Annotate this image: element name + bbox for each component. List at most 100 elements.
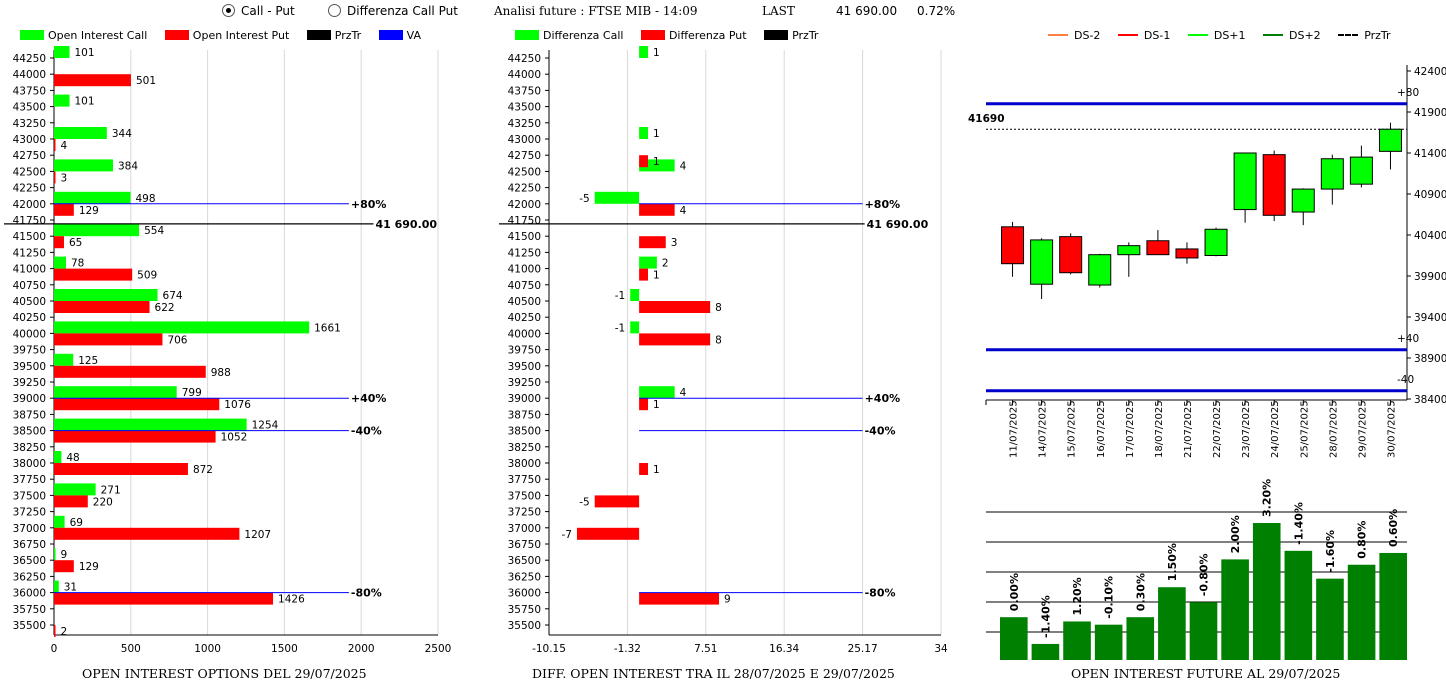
strike-label: 40500: [13, 296, 46, 308]
strike-label: 43000: [13, 134, 46, 146]
value-label: 1207: [244, 529, 271, 541]
value-label: 1: [653, 399, 660, 411]
legend-item: DS-1: [1117, 29, 1170, 42]
call-diff-bar: [630, 289, 640, 301]
value-label: 101: [75, 47, 95, 59]
put-bar: [54, 592, 274, 605]
legend-swatch: [20, 30, 44, 40]
value-label: 65: [69, 237, 82, 249]
put-bar: [54, 333, 163, 346]
candle: [1088, 254, 1112, 286]
oi-bar-label: 0.00%: [1008, 573, 1021, 611]
strike-label: 36000: [508, 588, 541, 600]
radio-differenza[interactable]: Differenza Call Put: [328, 4, 458, 18]
radio-unselected-icon[interactable]: [328, 4, 341, 17]
value-label: 344: [112, 128, 132, 140]
oi-bar-label: -0.80%: [1198, 553, 1211, 596]
strike-label: 41250: [508, 247, 541, 259]
put-bar: [54, 74, 131, 87]
value-label: 988: [211, 367, 231, 379]
band-label: +40: [1397, 333, 1419, 345]
oi-bar: [1252, 523, 1281, 660]
legend-future: DS-2 DS-1 DS+1 DS+2 PrzTr: [1048, 29, 1405, 42]
strike-label: 39750: [508, 345, 541, 357]
put-diff-bar: [639, 301, 711, 313]
call-bar: [54, 548, 56, 561]
x-tick-label: 25.17: [848, 643, 878, 655]
strike-label: 40250: [13, 312, 46, 324]
x-tick-label: 0: [51, 643, 58, 655]
put-diff-bar: [594, 495, 640, 508]
strike-label: 36500: [13, 555, 46, 567]
value-label: -7: [561, 529, 571, 541]
strike-label: 37750: [13, 474, 46, 486]
call-bar: [54, 353, 74, 366]
candle-date-label: 24/07/2025: [1270, 400, 1281, 458]
legend-line: [1048, 34, 1068, 36]
call-bar: [54, 191, 131, 204]
oi-bar-label: -1.40%: [1039, 595, 1052, 638]
value-label: 220: [93, 496, 113, 508]
legend-swatch: [378, 30, 403, 40]
legend-item: Differenza Put: [640, 29, 747, 42]
strike-label: 35500: [13, 620, 46, 632]
call-bar: [54, 127, 107, 139]
value-label: 509: [137, 270, 157, 282]
strike-label: 43500: [508, 102, 541, 114]
oi-bar-label: 0.60%: [1387, 509, 1400, 547]
value-label: 129: [79, 205, 99, 217]
value-label: 48: [66, 452, 79, 464]
oi-bar: [1189, 602, 1218, 660]
call-bar: [54, 386, 177, 399]
footer-diff: DIFF. OPEN INTEREST TRA IL 28/07/2025 E …: [532, 666, 895, 681]
candle-y-label: 38900: [1414, 353, 1446, 365]
strike-label: 43250: [13, 118, 46, 130]
put-bar: [54, 527, 240, 540]
value-label: 101: [75, 96, 95, 108]
candle-y-label: 41900: [1414, 107, 1446, 119]
analysis-title: Analisi future : FTSE MIB - 14:09: [494, 4, 698, 18]
strike-label: 42500: [13, 166, 46, 178]
radio-selected-icon[interactable]: [222, 4, 235, 17]
candle-y-label: 42400: [1414, 66, 1446, 78]
strike-label: 43500: [13, 102, 46, 114]
legend-item: PrzTr: [1338, 29, 1391, 42]
put-bar: [54, 236, 64, 249]
strike-label: 41000: [508, 264, 541, 276]
candle-date-label: 23/07/2025: [1241, 400, 1252, 458]
put-diff-bar: [576, 527, 640, 540]
call-bar: [54, 159, 113, 172]
value-label: 78: [71, 258, 84, 270]
strike-label: 39250: [13, 377, 46, 389]
value-label: 1: [653, 47, 660, 59]
oi-bar-label: 3.20%: [1261, 479, 1274, 517]
oi-bar: [1379, 552, 1407, 660]
candle: [1059, 236, 1083, 274]
footer-oi: OPEN INTEREST OPTIONS DEL 29/07/2025: [82, 666, 367, 681]
put-bar: [54, 171, 56, 184]
candle-date-label: 30/07/2025: [1386, 400, 1397, 458]
legend-line: [1117, 34, 1138, 36]
value-label: 1661: [314, 322, 341, 334]
value-label: 1: [653, 270, 660, 282]
last-price-label: 41690: [968, 113, 1005, 125]
strike-label: 36750: [508, 539, 541, 551]
strike-label: 37750: [508, 474, 541, 486]
value-label: 9: [61, 549, 68, 561]
put-diff-bar: [639, 592, 720, 605]
strike-label: 40750: [508, 280, 541, 292]
footer-future: OPEN INTEREST FUTURE AL 29/07/2025: [1071, 666, 1341, 681]
candle-date-label: 21/07/2025: [1183, 400, 1194, 458]
radio-differenza-label: Differenza Call Put: [347, 4, 458, 18]
strike-label: 36250: [508, 571, 541, 583]
call-diff-bar: [639, 386, 675, 399]
candle: [1001, 226, 1025, 265]
legend-diff: Differenza Call Differenza Put PrzTr: [515, 29, 832, 42]
value-label: 1426: [278, 594, 305, 606]
legend-swatch: [306, 30, 331, 40]
band-line-label: -40%: [865, 425, 896, 438]
strike-label: 38750: [13, 409, 46, 421]
legend-swatch: [164, 30, 189, 40]
radio-call-put[interactable]: Call - Put: [222, 4, 295, 18]
value-label: 554: [144, 225, 164, 237]
